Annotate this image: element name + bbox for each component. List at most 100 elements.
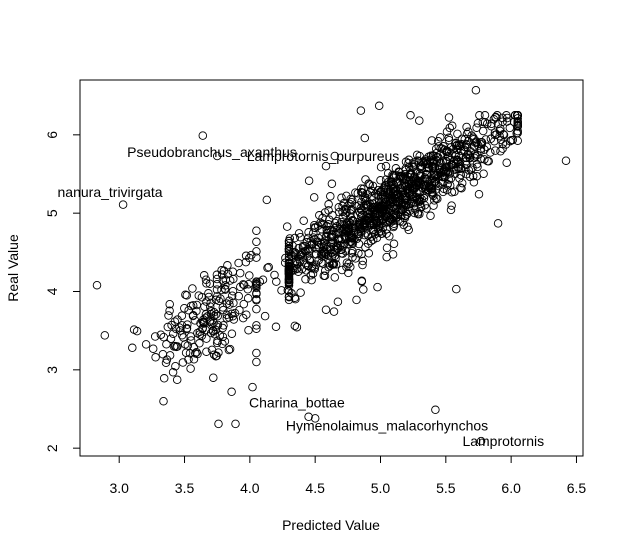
data-point	[322, 228, 332, 238]
data-point	[193, 328, 202, 338]
data-point	[376, 162, 386, 172]
data-point	[447, 121, 457, 131]
data-point	[409, 158, 419, 167]
data-point	[466, 147, 475, 156]
data-point	[245, 271, 254, 280]
data-point	[404, 155, 414, 165]
data-point	[235, 305, 244, 315]
data-point	[368, 226, 378, 235]
data-point	[381, 175, 391, 184]
data-point	[195, 327, 205, 336]
data-point	[381, 205, 391, 215]
data-point	[490, 128, 500, 137]
data-point	[272, 277, 281, 286]
data-point	[357, 276, 367, 285]
data-point	[252, 348, 261, 358]
data-point	[462, 160, 471, 169]
data-point	[188, 284, 197, 293]
data-point	[319, 251, 329, 260]
data-point	[411, 192, 421, 202]
data-point	[284, 277, 294, 287]
y-axis-title: Real Value	[5, 234, 21, 302]
data-point	[337, 193, 346, 203]
data-point	[391, 164, 401, 173]
data-point	[318, 259, 328, 269]
data-point	[252, 295, 261, 305]
data-point	[478, 126, 488, 136]
data-point	[404, 225, 413, 235]
data-point	[217, 270, 227, 279]
data-point	[228, 267, 238, 276]
data-point	[471, 85, 481, 95]
data-point	[238, 313, 248, 323]
data-point	[469, 178, 479, 187]
data-point	[238, 280, 248, 289]
data-point	[353, 188, 363, 198]
data-point	[170, 317, 180, 326]
data-point	[207, 345, 217, 355]
data-point	[476, 144, 486, 153]
data-point	[461, 164, 470, 173]
data-point	[473, 118, 483, 128]
data-point	[442, 157, 451, 166]
data-point	[326, 192, 335, 201]
data-point	[92, 280, 102, 290]
data-point	[284, 271, 294, 280]
data-point	[422, 170, 432, 179]
data-point	[460, 145, 469, 155]
data-point	[477, 138, 486, 147]
data-point	[474, 189, 484, 199]
x-tick-label: 3.5	[175, 480, 195, 496]
data-point	[330, 273, 340, 282]
data-point	[422, 204, 431, 213]
data-point	[180, 340, 190, 349]
data-point	[366, 236, 376, 246]
data-point	[329, 307, 339, 316]
data-point	[364, 179, 373, 189]
data-point	[360, 218, 369, 228]
point-label: Lamprotornis_purpureus	[247, 148, 400, 164]
data-point	[385, 231, 394, 241]
data-point	[321, 305, 331, 314]
data-point	[224, 296, 234, 305]
data-point	[400, 198, 410, 208]
data-point	[195, 339, 204, 348]
data-point	[352, 295, 361, 305]
data-point	[385, 213, 395, 223]
data-point	[188, 311, 198, 321]
data-point	[252, 283, 261, 293]
data-point	[218, 332, 228, 342]
data-point	[496, 146, 505, 156]
data-point	[319, 248, 329, 257]
data-point	[389, 222, 398, 232]
data-point	[322, 232, 331, 242]
data-point	[228, 312, 238, 321]
data-point	[308, 261, 317, 271]
data-point	[346, 209, 355, 218]
data-point	[324, 200, 333, 209]
data-point	[290, 247, 300, 257]
data-point	[186, 332, 196, 341]
data-point	[220, 337, 230, 346]
data-point	[513, 117, 522, 126]
data-point	[334, 234, 343, 244]
data-point	[252, 253, 261, 262]
data-point	[281, 253, 290, 263]
data-point	[252, 321, 261, 330]
data-point	[412, 181, 422, 191]
data-point	[438, 187, 448, 197]
data-point	[212, 274, 222, 284]
data-point	[415, 193, 425, 203]
data-point	[359, 184, 368, 194]
data-point	[455, 174, 464, 183]
data-point	[368, 181, 378, 191]
data-point	[338, 224, 348, 234]
data-point	[452, 284, 461, 294]
data-point	[412, 150, 422, 160]
data-point	[211, 352, 221, 361]
data-point	[341, 246, 351, 256]
data-point	[447, 188, 457, 197]
data-point	[513, 121, 522, 130]
data-point	[199, 271, 209, 280]
data-point	[202, 297, 211, 306]
